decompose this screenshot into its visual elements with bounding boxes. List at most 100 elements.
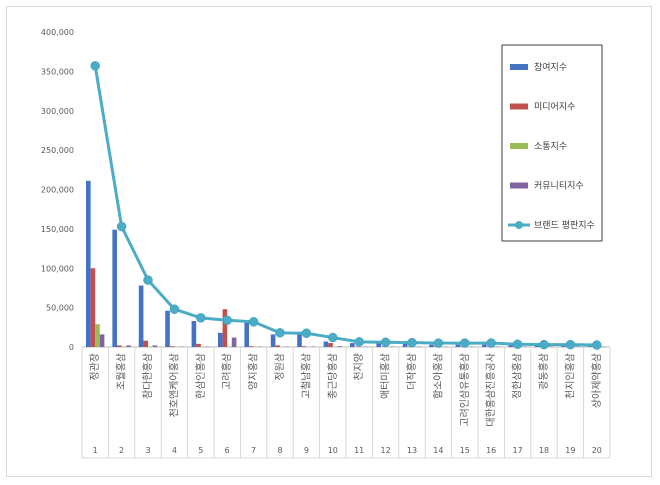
x-category-label: 참다한홍삼 [141,353,154,399]
x-rank-label: 14 [433,446,443,455]
x-rank-label: 10 [328,446,338,455]
x-rank-label: 11 [354,446,364,455]
bar-미디어지수 [222,309,228,347]
legend-label: 참여지수 [534,61,567,73]
legend-swatch [510,64,528,70]
point-브랜드 평판지수 [433,338,444,348]
point-브랜드 평판지수 [486,338,496,348]
x-category-label: 천지양 [353,353,365,381]
legend-label: 브랜드 평판지수 [534,220,595,231]
x-rank-label: 7 [251,446,256,455]
point-브랜드 평판지수 [539,339,549,350]
point-브랜드 평판지수 [592,340,602,350]
x-rank-label: 2 [119,446,124,455]
x-rank-label: 8 [277,446,282,455]
bar-소통지수 [95,324,100,347]
legend-label: 소통지수 [534,141,567,152]
point-브랜드 평판지수 [143,275,153,285]
x-category-label: 한삼인홍삼 [194,353,207,399]
bar-참여지수 [218,332,223,347]
x-category-label: 상아제약홍삼 [590,353,603,408]
bar-미디어지수 [301,346,307,347]
point-브랜드 평판지수 [222,315,232,325]
x-category-label: 애터미홍삼 [379,353,392,399]
x-category-label: 정한삼홍삼 [511,353,524,399]
bar-커뮤니티지수 [337,346,342,347]
x-category-label: 천지인홍삼 [563,353,576,399]
legend-label: 미디어지수 [534,102,575,113]
x-category-label: 정관장 [89,353,101,381]
x-category-label: 정원삼 [274,353,286,381]
bar-커뮤니티지수 [126,345,131,347]
x-rank-label: 13 [407,446,417,455]
bar-미디어지수 [90,268,96,347]
point-브랜드 평판지수 [565,339,576,350]
point-브랜드 평판지수 [354,337,364,347]
x-rank-label: 1 [93,446,98,455]
bar-참여지수 [138,285,144,347]
bar-참여지수 [429,344,434,347]
bar-참여지수 [561,345,566,347]
bar-참여지수 [270,334,276,347]
point-브랜드 평판지수 [196,313,206,323]
x-rank-label: 9 [304,446,309,455]
bar-참여지수 [112,229,117,347]
x-category-label: 종근당홍삼 [326,353,339,399]
x-rank-label: 15 [460,446,470,455]
bar-참여지수 [482,344,487,347]
y-tick-label: 0 [69,343,74,352]
x-rank-label: 12 [381,446,391,455]
legend-label: 커뮤니티지수 [534,181,584,192]
point-브랜드 평판지수 [512,339,523,349]
bar-참여지수 [297,334,302,347]
bar-참여지수 [244,322,249,347]
bar-커뮤니티지수 [231,337,237,347]
x-category-label: 고려인삼유통홍삼 [458,353,471,427]
bar-참여지수 [455,344,461,347]
bar-미디어지수 [143,340,148,347]
y-tick-label: 400,000 [41,28,74,37]
y-tick-label: 200,000 [41,186,74,195]
bar-참여지수 [191,321,197,347]
bar-참여지수 [86,180,91,347]
point-브랜드 평판지수 [169,304,180,314]
x-rank-label: 17 [513,446,523,455]
y-tick-label: 150,000 [41,225,74,234]
y-tick-label: 350,000 [41,67,74,76]
bar-미디어지수 [196,343,201,347]
x-rank-label: 4 [172,446,177,455]
x-category-label: 대한홍삼진흥공사 [484,353,497,427]
point-브랜드 평판지수 [460,338,470,348]
x-rank-label: 16 [486,446,496,455]
bar-참여지수 [376,343,381,347]
x-category-label: 함소아홍삼 [431,353,444,399]
bar-참여지수 [534,345,540,347]
bar-참여지수 [402,343,408,347]
bar-커뮤니티지수 [152,345,158,347]
x-category-label: 천호엔케어홍삼 [167,353,180,417]
x-category-label: 고철남홍삼 [299,353,312,399]
point-브랜드 평판지수 [275,328,285,338]
x-rank-label: 3 [145,446,150,455]
legend-swatch [510,182,528,189]
bar-미디어지수 [328,343,333,347]
bar-미디어지수 [249,346,254,347]
point-브랜드 평판지수 [116,221,127,232]
x-category-label: 고려홍삼 [220,353,233,390]
point-브랜드 평판지수 [90,61,100,71]
bar-커뮤니티지수 [99,334,105,347]
x-rank-label: 6 [225,446,230,455]
legend-marker [515,221,523,229]
bar-미디어지수 [169,346,175,347]
bar-참여지수 [508,344,513,347]
bar-미디어지수 [275,345,280,347]
bar-참여지수 [323,341,329,347]
point-브랜드 평판지수 [301,328,312,338]
x-rank-label: 19 [565,446,575,455]
x-category-label: 조월홍삼 [115,353,128,390]
y-tick-label: 50,000 [46,304,74,313]
x-rank-label: 20 [592,446,602,455]
x-rank-label: 5 [198,446,203,455]
point-브랜드 평판지수 [328,332,338,343]
bar-참여지수 [350,343,355,347]
